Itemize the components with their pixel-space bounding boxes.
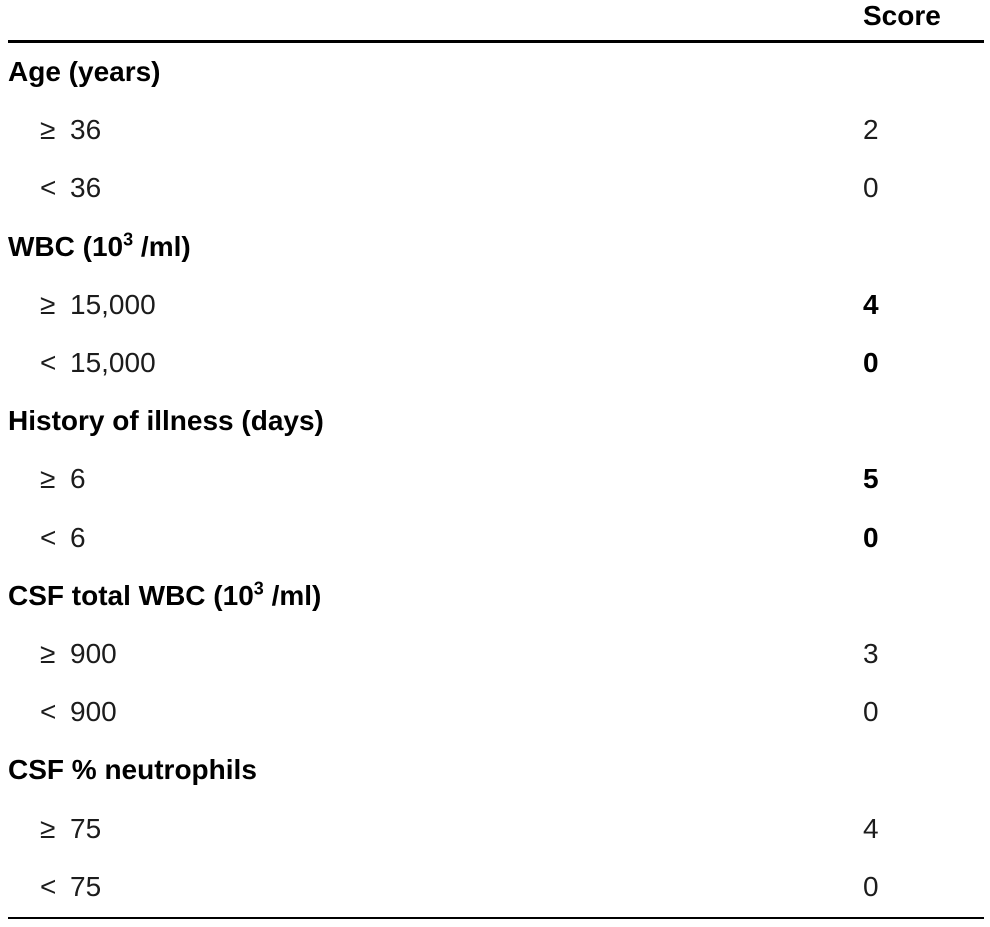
row-score: 5 (863, 463, 879, 495)
row-threshold: 900 (70, 696, 117, 728)
table-row: < 6 0 (8, 509, 984, 567)
row-threshold: 36 (70, 114, 102, 146)
title-pre: CSF % neutrophils (8, 754, 257, 786)
row-threshold: 15,000 (70, 347, 156, 379)
row-score: 2 (863, 114, 879, 146)
table-section-csf-wbc: CSF total WBC (103 /ml) ≥ 900 3 < 900 0 (8, 567, 984, 742)
row-score: 4 (863, 288, 879, 320)
title-post: /ml) (263, 579, 322, 611)
row-operator: < (40, 521, 57, 553)
section-title: WBC (103 /ml) (8, 229, 191, 263)
row-threshold: 36 (70, 172, 102, 204)
table-bottom-rule (8, 916, 984, 919)
title-superscript: 3 (253, 578, 264, 599)
table-section-wbc: WBC (103 /ml) ≥ 15,000 4 < 15,000 0 (8, 218, 984, 393)
row-score: 0 (863, 521, 879, 553)
row-score: 4 (863, 812, 879, 844)
table-header-row: Score (8, 0, 984, 40)
title-superscript: 3 (123, 229, 134, 250)
row-operator: ≥ (40, 114, 56, 146)
table-section-age: Age (years) ≥ 36 2 < 36 0 (8, 43, 984, 218)
row-operator: < (40, 172, 57, 204)
row-score: 0 (863, 696, 879, 728)
table-row: < 900 0 (8, 683, 984, 741)
table-row: ≥ 36 2 (8, 101, 984, 159)
title-pre: History of illness (days) (8, 405, 324, 437)
row-threshold: 75 (70, 870, 102, 902)
title-post: /ml) (133, 230, 191, 262)
table-section-history: History of illness (days) ≥ 6 5 < 6 0 (8, 392, 984, 567)
row-threshold: 75 (70, 812, 102, 844)
row-operator: ≥ (40, 288, 56, 320)
section-title: CSF total WBC (103 /ml) (8, 578, 322, 612)
row-threshold: 15,000 (70, 288, 156, 320)
row-threshold: 6 (70, 521, 86, 553)
section-title: History of illness (days) (8, 405, 324, 437)
table-row: ≥ 6 5 (8, 450, 984, 508)
row-threshold: 6 (70, 463, 86, 495)
row-operator: ≥ (40, 463, 56, 495)
row-score: 3 (863, 637, 879, 669)
title-pre: WBC (10 (8, 230, 124, 262)
table-row: < 36 0 (8, 159, 984, 217)
row-operator: < (40, 347, 57, 379)
row-operator: < (40, 870, 57, 902)
score-column-header: Score (863, 0, 941, 31)
title-pre: CSF total WBC (10 (8, 579, 254, 611)
table-section-csf-neutrophils: CSF % neutrophils ≥ 75 4 < 75 0 (8, 741, 984, 916)
row-operator: ≥ (40, 812, 56, 844)
table-row: ≥ 75 4 (8, 799, 984, 857)
section-title-row: CSF total WBC (103 /ml) (8, 567, 984, 625)
section-title-row: Age (years) (8, 43, 984, 101)
title-pre: Age (years) (8, 56, 161, 88)
section-title-row: CSF % neutrophils (8, 741, 984, 799)
table-top-rule (8, 40, 984, 43)
section-title: CSF % neutrophils (8, 754, 257, 786)
row-threshold: 900 (70, 637, 117, 669)
table-row: ≥ 900 3 (8, 625, 984, 683)
row-score: 0 (863, 347, 879, 379)
row-score: 0 (863, 870, 879, 902)
section-title-row: History of illness (days) (8, 392, 984, 450)
row-operator: < (40, 696, 57, 728)
table-row: ≥ 15,000 4 (8, 276, 984, 334)
table-row: < 75 0 (8, 858, 984, 916)
section-title: Age (years) (8, 56, 161, 88)
table-row: < 15,000 0 (8, 334, 984, 392)
section-title-row: WBC (103 /ml) (8, 218, 984, 276)
row-operator: ≥ (40, 637, 56, 669)
row-score: 0 (863, 172, 879, 204)
